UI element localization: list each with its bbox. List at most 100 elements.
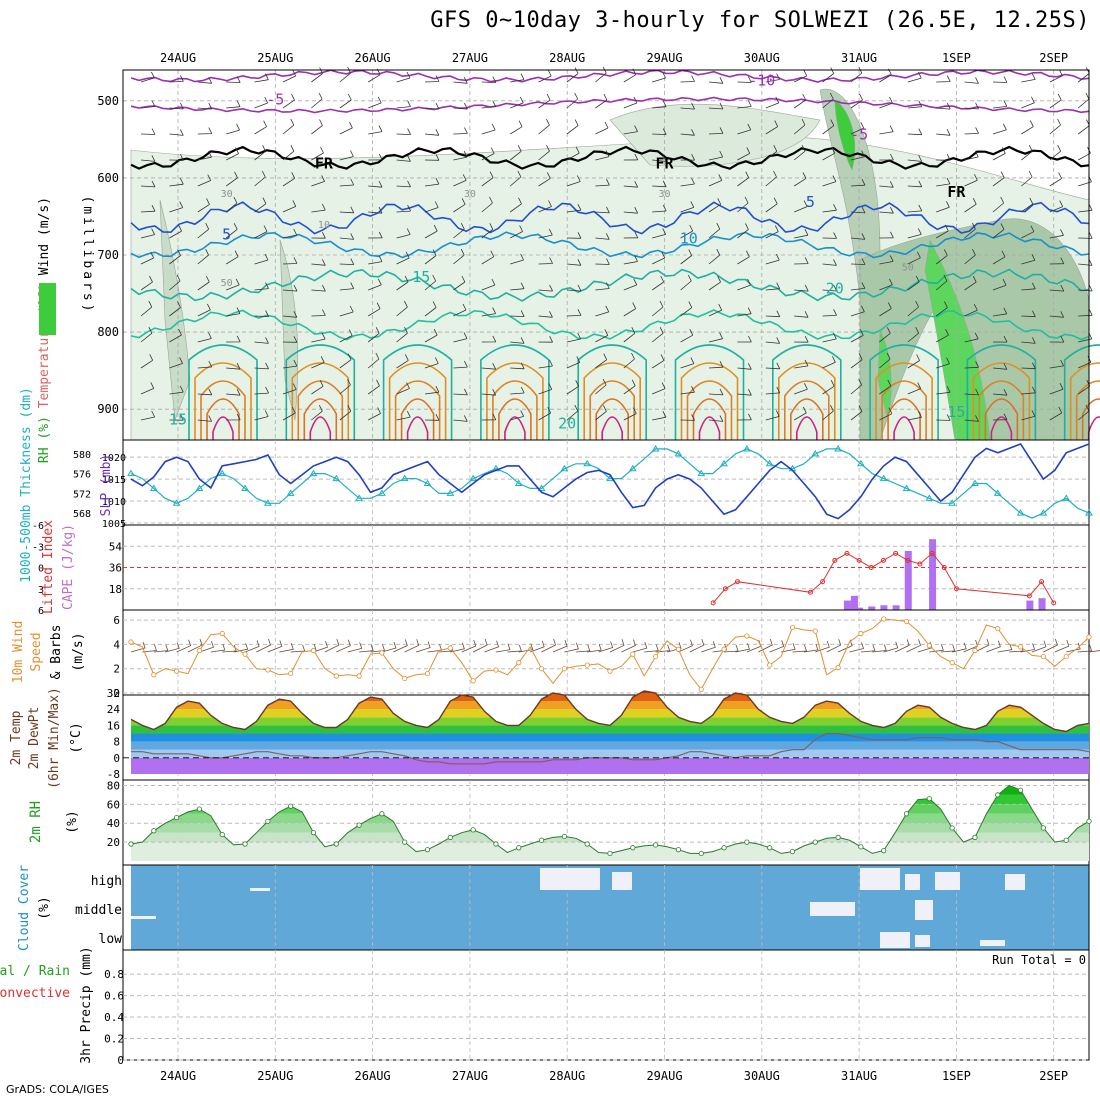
- warm-column-contour: [480, 344, 550, 440]
- wind-barb: [368, 407, 381, 421]
- bottom-date-label: 30AUG: [744, 1069, 780, 1083]
- wind-barb: [794, 69, 808, 83]
- chart-title: GFS 0~10day 3-hourly for SOLWEZI (26.5E,…: [430, 8, 1090, 33]
- wind-barb: [282, 406, 296, 421]
- wind-barb: [169, 224, 182, 239]
- wind-barb: [907, 180, 923, 188]
- wind-barb: [313, 640, 328, 653]
- wind-speed-line-marker: [493, 667, 499, 673]
- wind-barb: [424, 328, 438, 343]
- wind-speed-line-marker: [926, 643, 932, 649]
- wind-barb: [424, 129, 440, 136]
- wind-barb: [1078, 284, 1093, 292]
- wind-barb: [680, 154, 695, 161]
- wind-barb: [1078, 309, 1093, 317]
- wind-barb: [623, 327, 636, 343]
- lifted-index-marker: [929, 550, 935, 556]
- wind-barb: [339, 378, 351, 395]
- warm-column-contour: [680, 362, 739, 440]
- warm-column-contour: [498, 398, 532, 440]
- wind-barb: [222, 644, 237, 653]
- panel-ylabel: Lifted Index: [41, 520, 56, 614]
- rh-line-marker: [584, 841, 590, 847]
- thickness-line-marker: [286, 489, 295, 496]
- y-tick-label: 16: [107, 719, 120, 732]
- top-date-label: 29AUG: [646, 51, 682, 65]
- wind-speed-line-marker: [653, 653, 659, 660]
- wind-barb: [481, 250, 495, 265]
- thickness-line-marker: [583, 459, 592, 467]
- wind-barb: [595, 329, 609, 343]
- thickness-line-marker: [1016, 509, 1025, 516]
- wind-barb: [929, 644, 944, 653]
- wind-barb: [708, 275, 721, 291]
- panel-ylabel: 10m Wind: [11, 621, 26, 684]
- wind-barb: [850, 233, 866, 240]
- wind-barb: [552, 639, 568, 653]
- wind-barb: [339, 258, 355, 265]
- wind-barb: [566, 119, 579, 135]
- rh-line-marker: [516, 845, 522, 851]
- lifted-index-marker: [953, 586, 959, 592]
- cape-bar: [856, 607, 864, 610]
- wind-barb: [481, 196, 493, 213]
- wind-barb: [935, 274, 948, 291]
- y-tick-label: 4: [113, 638, 120, 651]
- wind-speed-line-marker: [356, 673, 362, 679]
- wind-barb: [256, 638, 271, 653]
- wind-barb: [396, 155, 411, 162]
- wind-speed-line-marker: [767, 662, 773, 668]
- lifted-index-marker: [941, 565, 947, 570]
- y-tick-label: 3: [38, 585, 44, 596]
- wind-barb: [794, 200, 808, 213]
- wind-barb: [849, 642, 865, 653]
- rh-line-marker: [630, 845, 636, 851]
- cloud-level-label: low: [99, 932, 123, 947]
- rh-band: [131, 832, 1089, 843]
- wind-speed-line-marker: [379, 650, 385, 656]
- wind-speed-line-marker: [1086, 634, 1092, 640]
- wind-barb: [339, 353, 352, 369]
- contour-label: 30: [658, 189, 670, 200]
- wind-barb: [1049, 284, 1065, 292]
- wind-barb: [907, 275, 920, 291]
- wind-barb: [803, 643, 819, 653]
- wind-barb: [1043, 638, 1058, 653]
- thickness-line-marker: [925, 494, 934, 501]
- wind-barb: [708, 248, 721, 265]
- wind-barb: [623, 379, 636, 395]
- wind-barb: [254, 145, 266, 161]
- contour-label: 10: [318, 220, 330, 231]
- wind-barb: [396, 251, 410, 265]
- cape-bar: [892, 605, 900, 610]
- y-tick-label: 1005: [102, 519, 126, 530]
- y-tick-label: 20: [107, 836, 120, 849]
- thickness-line-marker: [765, 459, 774, 467]
- warm-column-contour: [881, 380, 927, 440]
- wind-barb: [226, 363, 241, 370]
- wind-barb: [1049, 145, 1062, 161]
- wind-barb: [1021, 282, 1036, 291]
- wind-barb: [538, 118, 550, 135]
- wind-barb: [765, 96, 780, 109]
- wind-barb: [424, 177, 440, 187]
- wind-barb: [453, 303, 467, 317]
- cloud-block: [915, 935, 930, 947]
- warm-column-contour: [194, 362, 252, 440]
- wind-barb: [595, 206, 610, 214]
- wind-barb: [367, 68, 381, 83]
- wind-speed-line-marker: [858, 630, 864, 637]
- wind-barb: [595, 150, 610, 161]
- wind-barb: [701, 641, 716, 653]
- rh-line-marker: [1086, 818, 1092, 824]
- wind-barb: [680, 201, 695, 213]
- wind-panel-frame: [122, 609, 1090, 696]
- wind-barb: [311, 119, 323, 135]
- wind-barb: [566, 356, 581, 369]
- wind-barb: [130, 641, 146, 653]
- wind-speed-line-marker: [196, 647, 203, 654]
- lifted-index-marker: [1039, 579, 1045, 585]
- warm-column-contour: [990, 416, 1013, 440]
- wind-barb: [510, 282, 525, 291]
- wind-barb: [1049, 406, 1063, 421]
